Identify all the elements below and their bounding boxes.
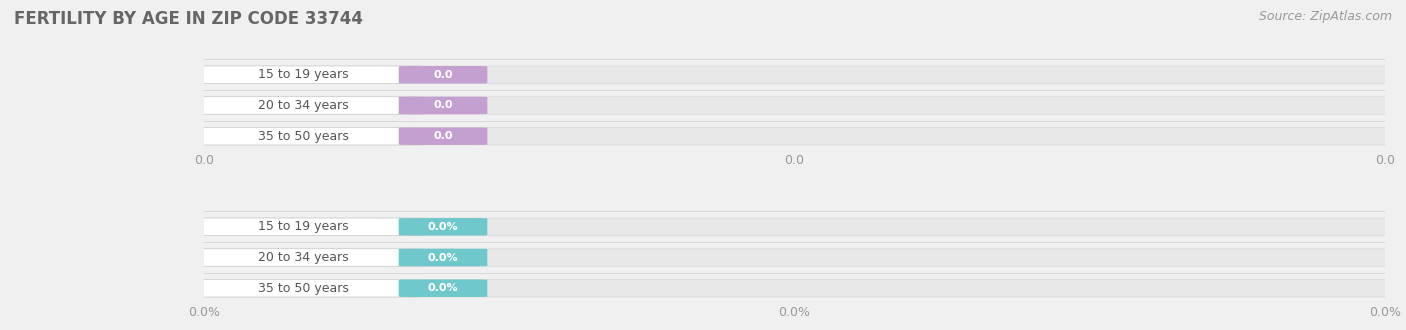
FancyBboxPatch shape bbox=[399, 97, 488, 114]
FancyBboxPatch shape bbox=[193, 249, 1396, 266]
Text: FERTILITY BY AGE IN ZIP CODE 33744: FERTILITY BY AGE IN ZIP CODE 33744 bbox=[14, 10, 363, 28]
FancyBboxPatch shape bbox=[399, 218, 488, 236]
FancyBboxPatch shape bbox=[193, 249, 422, 266]
Text: 0.0%: 0.0% bbox=[427, 252, 458, 263]
Text: 0.0%: 0.0% bbox=[427, 283, 458, 293]
Text: 20 to 34 years: 20 to 34 years bbox=[257, 251, 349, 264]
FancyBboxPatch shape bbox=[193, 280, 422, 297]
FancyBboxPatch shape bbox=[193, 97, 422, 114]
FancyBboxPatch shape bbox=[193, 218, 422, 236]
FancyBboxPatch shape bbox=[193, 280, 1396, 297]
FancyBboxPatch shape bbox=[399, 249, 488, 266]
FancyBboxPatch shape bbox=[193, 66, 1396, 83]
Text: 15 to 19 years: 15 to 19 years bbox=[257, 68, 349, 81]
FancyBboxPatch shape bbox=[193, 127, 1396, 145]
FancyBboxPatch shape bbox=[399, 280, 488, 297]
FancyBboxPatch shape bbox=[193, 66, 422, 83]
Text: 15 to 19 years: 15 to 19 years bbox=[257, 220, 349, 233]
Text: 35 to 50 years: 35 to 50 years bbox=[257, 282, 349, 295]
FancyBboxPatch shape bbox=[399, 127, 488, 145]
Text: 0.0: 0.0 bbox=[433, 70, 453, 80]
Text: 35 to 50 years: 35 to 50 years bbox=[257, 130, 349, 143]
FancyBboxPatch shape bbox=[193, 97, 1396, 114]
Text: 0.0: 0.0 bbox=[433, 100, 453, 111]
Text: 20 to 34 years: 20 to 34 years bbox=[257, 99, 349, 112]
FancyBboxPatch shape bbox=[399, 66, 488, 83]
FancyBboxPatch shape bbox=[193, 127, 422, 145]
FancyBboxPatch shape bbox=[193, 218, 1396, 236]
Text: Source: ZipAtlas.com: Source: ZipAtlas.com bbox=[1258, 10, 1392, 23]
Text: 0.0: 0.0 bbox=[433, 131, 453, 141]
Text: 0.0%: 0.0% bbox=[427, 222, 458, 232]
